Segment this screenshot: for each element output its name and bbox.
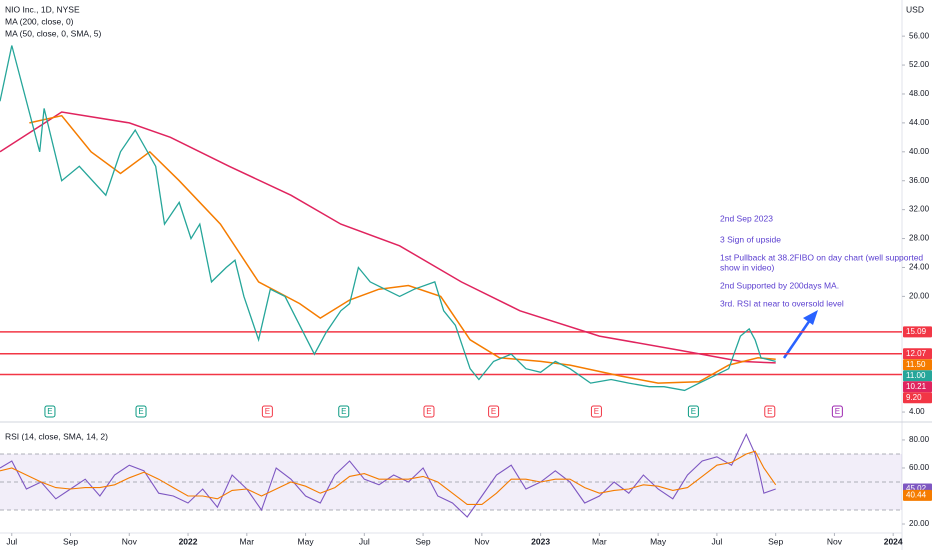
earnings-marker <box>338 405 350 418</box>
x-tick-label: Mar <box>592 536 607 546</box>
annotation-line: 3 Sign of upside <box>720 234 781 244</box>
series-line <box>29 114 776 384</box>
price-tag <box>903 370 932 382</box>
x-tick-label: Jul <box>711 536 722 546</box>
series-line <box>0 111 776 364</box>
rsi-line <box>0 432 776 518</box>
chart-title: NIO Inc., 1D, NYSE <box>5 4 80 14</box>
x-tick-label: Nov <box>474 536 490 546</box>
x-tick-label: Sep <box>768 536 783 546</box>
price-tag-label: 12.07 <box>906 349 927 358</box>
price-tag-label: 15.09 <box>906 327 927 336</box>
arrow-head <box>803 310 818 325</box>
price-tag-label: 10.21 <box>906 382 927 391</box>
price-tag <box>903 359 932 371</box>
earnings-marker <box>488 405 500 418</box>
x-tick-label: Jul <box>359 536 370 546</box>
y-tick-label: 36.00 <box>909 176 930 185</box>
arrow-shaft <box>782 319 812 359</box>
y-tick-label: 52.00 <box>909 60 930 69</box>
x-tick-label: 2023 <box>531 536 550 546</box>
x-tick-label: Sep <box>63 536 78 546</box>
x-tick-label: Sep <box>416 536 431 546</box>
y-tick-label: 56.00 <box>909 31 930 40</box>
price-tag-label: 11.50 <box>906 360 926 369</box>
earnings-marker <box>423 405 435 418</box>
rsi-title: RSI (14, close, SMA, 14, 2) <box>5 431 108 441</box>
price-tag <box>903 381 932 393</box>
annotation-line: 1st Pullback at 38.2FIBO on day chart (w… <box>720 252 923 262</box>
earnings-label: E <box>47 407 52 416</box>
earnings-label: E <box>691 407 696 416</box>
legend-entry: MA (50, close, 0, SMA, 5) <box>5 28 102 38</box>
x-tick-label: Nov <box>827 536 843 546</box>
rsi-line <box>0 450 777 505</box>
price-tag-label: 11.00 <box>906 371 926 380</box>
price-tag <box>903 326 932 338</box>
earnings-marker <box>590 405 602 418</box>
y-tick-label: 32.00 <box>909 205 930 214</box>
y-tick-label: 28.00 <box>909 234 930 243</box>
earnings-label: E <box>341 407 346 416</box>
earnings-label: E <box>594 407 599 416</box>
earnings-marker <box>831 405 843 418</box>
rsi-y-tick-label: 60.00 <box>909 463 930 472</box>
rsi-tag-label: 45.02 <box>906 484 927 493</box>
arrow <box>782 310 818 359</box>
rsi-y-tick-label: 80.00 <box>909 435 930 444</box>
y-tick-label: 40.00 <box>909 147 930 156</box>
earnings-marker <box>135 405 147 418</box>
earnings-label: E <box>265 407 270 416</box>
annotation-line: show in video) <box>720 262 775 272</box>
annotation-line: 2nd Supported by 200days MA. <box>720 280 839 290</box>
price-tag <box>903 348 932 360</box>
y-tick-label: 48.00 <box>909 89 930 98</box>
earnings-marker <box>261 405 273 418</box>
earnings-label: E <box>491 407 496 416</box>
x-tick-label: 2024 <box>884 536 903 546</box>
rsi-tag <box>903 489 932 501</box>
y-tick-label: 44.00 <box>909 118 930 127</box>
x-tick-label: 2022 <box>179 536 198 546</box>
rsi-tag-label: 40.44 <box>906 490 927 499</box>
y-tick-label: 24.00 <box>909 263 930 272</box>
series-line <box>0 45 776 392</box>
y-tick-label: 20.00 <box>909 291 930 300</box>
earnings-label: E <box>767 407 772 416</box>
x-tick-label: May <box>298 536 315 546</box>
earnings-label: E <box>835 407 840 416</box>
annotation-line: 3rd. RSI at near to oversold level <box>720 298 844 308</box>
earnings-marker <box>687 405 699 418</box>
y-tick-label: 4.00 <box>909 407 925 416</box>
x-tick-label: Jul <box>6 536 17 546</box>
currency: USD <box>906 4 924 14</box>
rsi-y-tick-label: 20.00 <box>909 519 930 528</box>
earnings-marker <box>44 405 56 418</box>
legend-entry: MA (200, close, 0) <box>5 16 74 26</box>
earnings-marker <box>764 405 776 418</box>
price-tag <box>903 392 932 404</box>
price-tag-label: 9.20 <box>906 393 922 402</box>
x-tick-label: Mar <box>239 536 254 546</box>
x-tick-label: Nov <box>122 536 138 546</box>
annotation-line: 2nd Sep 2023 <box>720 213 773 223</box>
earnings-label: E <box>138 407 143 416</box>
x-tick-label: May <box>650 536 667 546</box>
annotation: 2nd Sep 2023 3 Sign of upside 1st Pullba… <box>720 213 923 308</box>
earnings-label: E <box>426 407 431 416</box>
